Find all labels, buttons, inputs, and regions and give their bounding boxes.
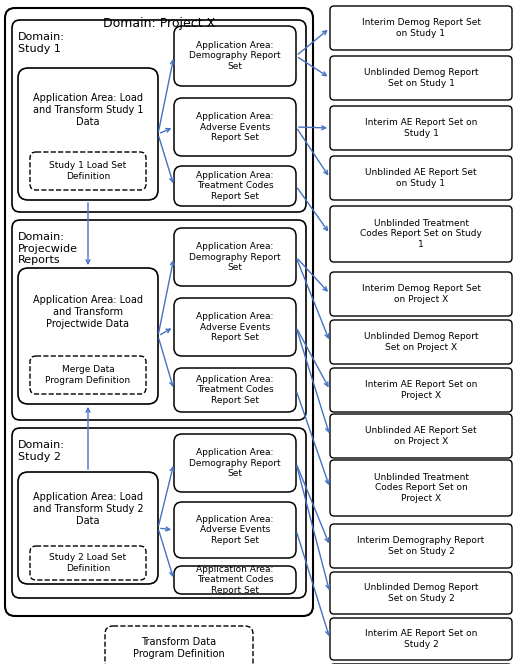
Text: Domain:
Study 2: Domain: Study 2 [18, 440, 65, 461]
FancyBboxPatch shape [330, 56, 512, 100]
FancyBboxPatch shape [330, 272, 512, 316]
FancyBboxPatch shape [18, 472, 158, 584]
Text: Application Area:
Treatment Codes
Report Set: Application Area: Treatment Codes Report… [197, 375, 274, 405]
Text: Unblinded Demog Report
Set on Study 1: Unblinded Demog Report Set on Study 1 [364, 68, 478, 88]
Text: Merge Data
Program Definition: Merge Data Program Definition [45, 365, 131, 384]
FancyBboxPatch shape [330, 524, 512, 568]
Text: Interim Demog Report Set
on Project X: Interim Demog Report Set on Project X [361, 284, 480, 303]
FancyBboxPatch shape [30, 546, 146, 580]
Text: Application Area:
Adverse Events
Report Set: Application Area: Adverse Events Report … [197, 112, 274, 142]
FancyBboxPatch shape [105, 626, 253, 664]
FancyBboxPatch shape [174, 566, 296, 594]
Text: Domain:
Study 1: Domain: Study 1 [18, 32, 65, 54]
FancyBboxPatch shape [330, 368, 512, 412]
Text: Interim Demography Report
Set on Study 2: Interim Demography Report Set on Study 2 [357, 537, 485, 556]
FancyBboxPatch shape [5, 8, 313, 616]
Text: Interim AE Report Set on
Study 1: Interim AE Report Set on Study 1 [365, 118, 477, 137]
FancyBboxPatch shape [18, 68, 158, 200]
FancyBboxPatch shape [330, 206, 512, 262]
FancyBboxPatch shape [330, 460, 512, 516]
Text: Application Area: Load
and Transform Study 2
Data: Application Area: Load and Transform Stu… [33, 493, 144, 526]
FancyBboxPatch shape [330, 6, 512, 50]
Text: Application Area:
Demography Report
Set: Application Area: Demography Report Set [189, 448, 281, 478]
Text: Transform Data
Program Definition: Transform Data Program Definition [133, 637, 225, 659]
FancyBboxPatch shape [330, 320, 512, 364]
FancyBboxPatch shape [12, 428, 306, 598]
FancyBboxPatch shape [330, 572, 512, 614]
FancyBboxPatch shape [330, 414, 512, 458]
Text: Application Area:
Treatment Codes
Report Set: Application Area: Treatment Codes Report… [197, 565, 274, 595]
Text: Application Area:
Adverse Events
Report Set: Application Area: Adverse Events Report … [197, 515, 274, 545]
FancyBboxPatch shape [174, 434, 296, 492]
FancyBboxPatch shape [18, 268, 158, 404]
Text: Application Area:
Demography Report
Set: Application Area: Demography Report Set [189, 242, 281, 272]
FancyBboxPatch shape [174, 502, 296, 558]
FancyBboxPatch shape [330, 618, 512, 660]
Text: Interim Demog Report Set
on Study 1: Interim Demog Report Set on Study 1 [361, 19, 480, 38]
FancyBboxPatch shape [12, 220, 306, 420]
Text: Unblinded AE Report Set
on Study 1: Unblinded AE Report Set on Study 1 [365, 168, 477, 188]
FancyBboxPatch shape [174, 368, 296, 412]
FancyBboxPatch shape [30, 152, 146, 190]
Text: Unblinded AE Report Set
on Project X: Unblinded AE Report Set on Project X [365, 426, 477, 446]
Text: Application Area:
Treatment Codes
Report Set: Application Area: Treatment Codes Report… [197, 171, 274, 201]
FancyBboxPatch shape [330, 156, 512, 200]
Text: Study 1 Load Set
Definition: Study 1 Load Set Definition [49, 161, 127, 181]
Text: Domain: Project X: Domain: Project X [103, 17, 215, 31]
Text: Domain:
Projecwide
Reports: Domain: Projecwide Reports [18, 232, 78, 265]
Text: Unblinded Demog Report
Set on Project X: Unblinded Demog Report Set on Project X [364, 332, 478, 352]
Text: Application Area:
Demography Report
Set: Application Area: Demography Report Set [189, 41, 281, 71]
Text: Unblinded Treatment
Codes Report Set on Study
1: Unblinded Treatment Codes Report Set on … [360, 219, 482, 249]
Text: Interim AE Report Set on
Study 2: Interim AE Report Set on Study 2 [365, 629, 477, 649]
Text: Application Area:
Adverse Events
Report Set: Application Area: Adverse Events Report … [197, 312, 274, 342]
Text: Application Area: Load
and Transform Study 1
Data: Application Area: Load and Transform Stu… [33, 94, 143, 127]
FancyBboxPatch shape [330, 106, 512, 150]
FancyBboxPatch shape [30, 356, 146, 394]
Text: Study 2 Load Set
Definition: Study 2 Load Set Definition [49, 553, 126, 572]
FancyBboxPatch shape [174, 298, 296, 356]
FancyBboxPatch shape [174, 98, 296, 156]
FancyBboxPatch shape [174, 26, 296, 86]
FancyBboxPatch shape [12, 20, 306, 212]
FancyBboxPatch shape [174, 166, 296, 206]
Text: Interim AE Report Set on
Project X: Interim AE Report Set on Project X [365, 380, 477, 400]
Text: Application Area: Load
and Transform
Projectwide Data: Application Area: Load and Transform Pro… [33, 295, 143, 329]
Text: Unblinded Treatment
Codes Report Set on
Project X: Unblinded Treatment Codes Report Set on … [373, 473, 469, 503]
FancyBboxPatch shape [174, 228, 296, 286]
Text: Unblinded Demog Report
Set on Study 2: Unblinded Demog Report Set on Study 2 [364, 583, 478, 603]
